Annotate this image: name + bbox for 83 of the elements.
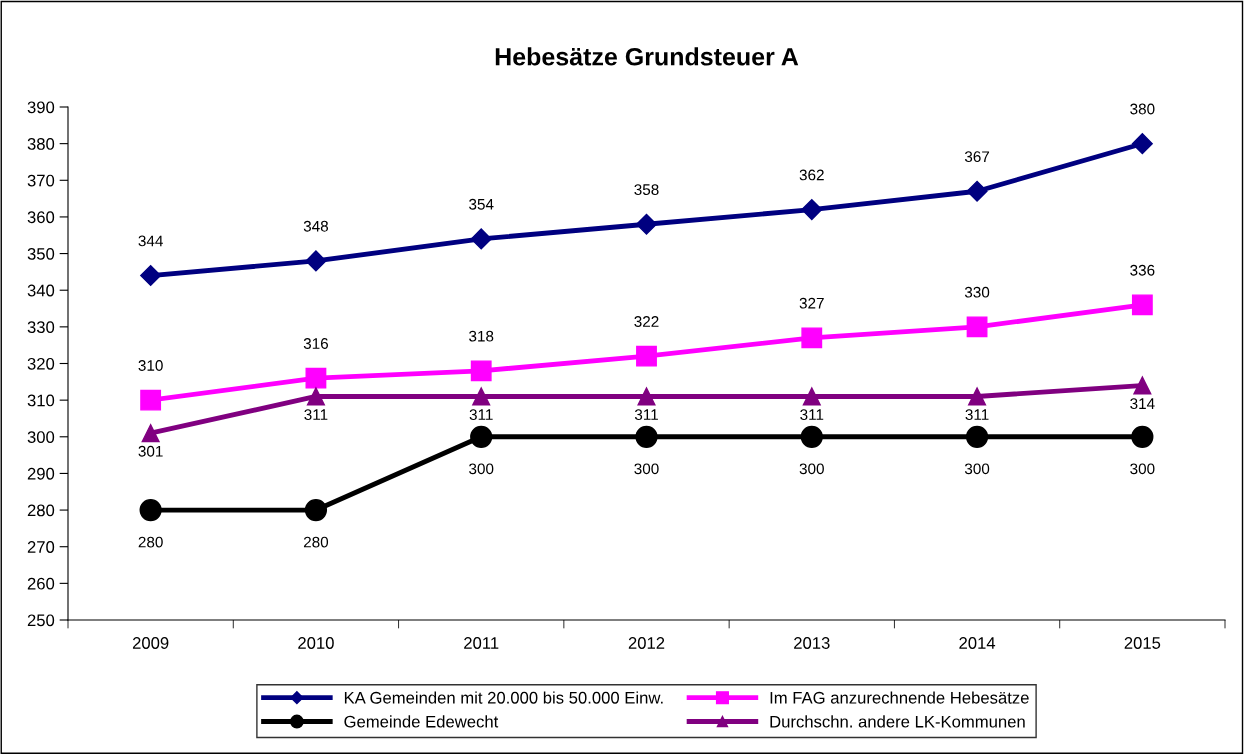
data-label: 300 bbox=[799, 463, 824, 475]
point bbox=[305, 250, 327, 272]
point bbox=[801, 327, 823, 349]
data-label: 300 bbox=[634, 463, 659, 475]
y-tick-label: 350 bbox=[27, 247, 55, 260]
y-tick-label: 260 bbox=[27, 577, 55, 590]
data-label: 367 bbox=[964, 151, 990, 163]
data-label: 311 bbox=[469, 409, 493, 421]
point bbox=[304, 498, 328, 522]
data-label: 280 bbox=[138, 536, 163, 548]
data-label: 344 bbox=[138, 235, 163, 247]
point bbox=[472, 387, 491, 406]
data-label: 300 bbox=[964, 463, 990, 475]
y-tick-label: 360 bbox=[27, 211, 55, 224]
point bbox=[966, 180, 988, 202]
data-label: 330 bbox=[964, 286, 990, 298]
point bbox=[965, 425, 989, 448]
data-label: 348 bbox=[303, 220, 329, 232]
point bbox=[141, 424, 160, 443]
point bbox=[140, 389, 162, 411]
legend-label: Durchschn. andere LK-Kommunen bbox=[770, 715, 1025, 728]
y-tick-label: 370 bbox=[27, 174, 55, 187]
y-tick-label: 330 bbox=[27, 321, 55, 334]
data-label: 310 bbox=[138, 360, 163, 371]
y-tick-label: 270 bbox=[27, 541, 55, 553]
data-label: 327 bbox=[799, 297, 824, 309]
data-label: 362 bbox=[799, 169, 824, 181]
point bbox=[139, 498, 162, 522]
y-tick-label: 290 bbox=[27, 467, 55, 480]
y-tick-label: 340 bbox=[27, 284, 55, 297]
y-tick-label: 390 bbox=[27, 101, 55, 114]
y-tick-label: 310 bbox=[27, 394, 55, 407]
point bbox=[802, 387, 821, 406]
legend-label: Im FAG anzurechnende Hebesätze bbox=[770, 691, 1029, 704]
legend-label: KA Gemeinden mit 20.000 bis 50.000 Einw. bbox=[344, 691, 663, 704]
point bbox=[968, 387, 987, 406]
data-label: 354 bbox=[469, 198, 494, 210]
data-label: 311 bbox=[965, 409, 989, 421]
x-tick-label: 2014 bbox=[959, 637, 996, 649]
x-tick-label: 2013 bbox=[794, 637, 830, 649]
point bbox=[1133, 376, 1152, 395]
point bbox=[637, 387, 656, 406]
point bbox=[801, 199, 823, 221]
x-tick-label: 2015 bbox=[1124, 637, 1161, 649]
data-label: 336 bbox=[1130, 264, 1155, 276]
point bbox=[470, 360, 492, 382]
point bbox=[306, 387, 325, 406]
data-label: 300 bbox=[469, 463, 494, 475]
y-tick-label: 320 bbox=[27, 357, 55, 370]
x-tick-label: 2011 bbox=[464, 637, 499, 649]
y-tick-label: 300 bbox=[27, 431, 55, 443]
y-tick-label: 380 bbox=[27, 138, 55, 150]
point bbox=[470, 228, 492, 250]
data-label: 322 bbox=[634, 316, 659, 327]
point bbox=[140, 265, 162, 287]
point bbox=[1131, 133, 1153, 155]
point bbox=[470, 425, 493, 448]
data-label: 314 bbox=[1130, 398, 1155, 410]
point bbox=[635, 425, 658, 448]
point bbox=[966, 316, 988, 338]
legend-label: Gemeinde Edewecht bbox=[344, 715, 499, 728]
data-label: 300 bbox=[1130, 463, 1155, 475]
data-label: 380 bbox=[1130, 103, 1155, 115]
point bbox=[636, 345, 657, 367]
point bbox=[305, 367, 327, 389]
data-label: 311 bbox=[800, 409, 824, 421]
chart-title: Hebesätze Grundsteuer A bbox=[495, 47, 799, 66]
x-tick-label: 2012 bbox=[628, 637, 665, 649]
point bbox=[800, 425, 823, 448]
data-label: 318 bbox=[469, 330, 494, 342]
point bbox=[1131, 294, 1153, 316]
data-label: 280 bbox=[303, 536, 329, 548]
x-tick-label: 2009 bbox=[132, 637, 169, 649]
point bbox=[635, 213, 658, 235]
data-label: 358 bbox=[634, 184, 659, 196]
data-label: 311 bbox=[304, 409, 328, 421]
data-label: 301 bbox=[138, 445, 163, 457]
x-tick-label: 2010 bbox=[298, 637, 334, 649]
data-label: 311 bbox=[634, 409, 658, 421]
y-tick-label: 280 bbox=[27, 504, 55, 517]
y-tick-label: 250 bbox=[27, 614, 55, 627]
data-label: 316 bbox=[303, 338, 328, 349]
point bbox=[1131, 425, 1154, 448]
